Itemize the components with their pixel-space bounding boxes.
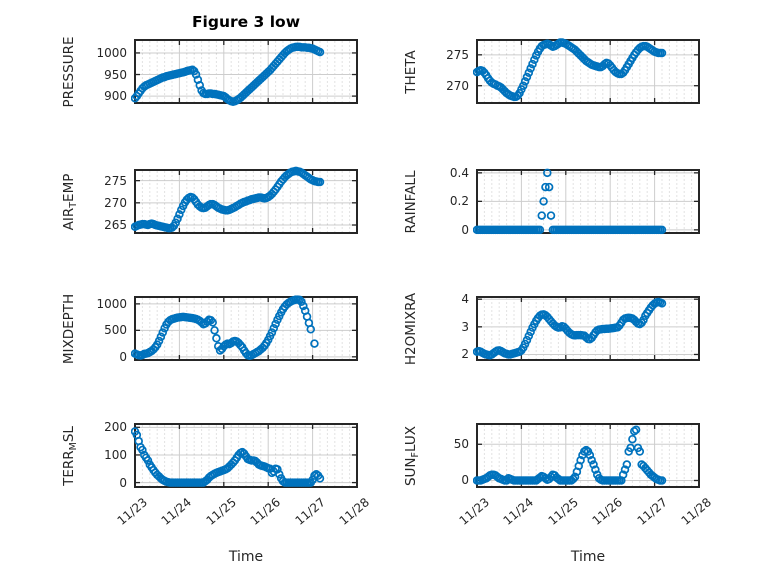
y-tick-label: 950 xyxy=(104,67,127,82)
subplot-mixdepth xyxy=(129,291,363,366)
y-axis-title-subscript: F xyxy=(410,451,421,457)
y-axis-title-text: TERR xyxy=(61,449,77,486)
y-tick-label: 3 xyxy=(461,319,469,334)
plot-area-sunflux xyxy=(473,423,700,488)
subplot-rainfall xyxy=(471,164,705,239)
y-axis-title-text: H2OMIXRA xyxy=(403,292,419,365)
x-axis-label: Time xyxy=(228,549,264,565)
y-axis-title-text: PRESSURE xyxy=(61,36,77,107)
y-tick-label: 0.2 xyxy=(449,194,469,209)
x-tick-label: 11/25 xyxy=(545,495,581,528)
y-axis-title-subscript: M xyxy=(68,441,79,450)
y-axis-title-text: LUX xyxy=(403,425,419,452)
plot-area-theta xyxy=(473,38,700,104)
y-axis-title-subscript: T xyxy=(68,201,79,208)
x-tick-label: 11/26 xyxy=(247,495,284,528)
y-axis-title: THETA xyxy=(403,2,419,142)
plot-area-airtemp xyxy=(131,166,358,234)
plot-area-terrmsl xyxy=(131,423,358,488)
y-axis-title: TERRMSL xyxy=(61,386,79,526)
y-tick-label: 275 xyxy=(104,173,127,188)
x-tick-label: 11/27 xyxy=(292,495,328,528)
axes-box xyxy=(134,296,358,361)
x-tick-label: 11/28 xyxy=(678,495,714,528)
y-tick-label: 100 xyxy=(104,447,127,462)
x-axis-label: Time xyxy=(570,549,606,565)
axes-box xyxy=(134,169,358,234)
scatter-series xyxy=(131,166,325,233)
subplot-theta xyxy=(471,34,705,109)
axes-box xyxy=(476,423,700,488)
subplot-h2omixra xyxy=(471,291,705,366)
y-axis-title: MIXDEPTH xyxy=(61,259,77,399)
y-tick-label: 270 xyxy=(446,78,469,93)
x-tick-label: 11/25 xyxy=(203,495,239,528)
tick-marks xyxy=(134,171,358,232)
y-tick-label: 275 xyxy=(446,47,469,62)
y-tick-label: 0 xyxy=(119,349,127,364)
y-tick-label: 270 xyxy=(104,195,127,210)
y-axis-title: PRESSURE xyxy=(61,2,77,142)
axes-box xyxy=(134,39,358,104)
axes-box xyxy=(476,296,700,361)
y-axis-title: RAINFALL xyxy=(403,132,419,272)
x-tick-label: 11/26 xyxy=(589,495,626,528)
subplot-pressure xyxy=(129,34,363,109)
scatter-series xyxy=(473,297,667,360)
axes-box xyxy=(134,423,358,488)
y-tick-label: 0 xyxy=(461,473,469,488)
scatter-series xyxy=(473,38,667,102)
y-axis-title-text: THETA xyxy=(403,49,419,94)
y-tick-label: 0 xyxy=(119,475,127,490)
x-tick-label: 11/24 xyxy=(158,495,195,528)
y-tick-label: 1000 xyxy=(96,45,127,60)
y-axis-title-text: SUN xyxy=(403,456,419,486)
scatter-series xyxy=(131,427,325,487)
figure-title: Figure 3 low xyxy=(191,13,301,31)
tick-marks xyxy=(134,41,358,102)
y-tick-label: 0 xyxy=(461,222,469,237)
y-tick-label: 50 xyxy=(453,437,469,452)
y-tick-label: 500 xyxy=(104,323,127,338)
y-tick-label: 2 xyxy=(461,347,469,362)
x-tick-label: 11/23 xyxy=(456,495,492,528)
scatter-series xyxy=(473,425,667,485)
x-tick-label: 11/24 xyxy=(500,495,537,528)
y-axis-title: AIRTEMP xyxy=(61,132,79,272)
y-axis-title: H2OMIXRA xyxy=(403,259,419,399)
y-axis-title-text: EMP xyxy=(61,173,77,202)
subplot-airtemp xyxy=(129,164,363,239)
x-tick-label: 11/27 xyxy=(634,495,670,528)
plot-area-h2omixra xyxy=(473,296,700,361)
scatter-series xyxy=(473,168,667,235)
y-tick-label: 1000 xyxy=(96,296,127,311)
y-axis-title-text: SL xyxy=(61,425,77,442)
y-axis-title: SUNFLUX xyxy=(403,386,421,526)
scatter-series xyxy=(131,295,319,361)
plot-area-mixdepth xyxy=(131,295,358,361)
y-tick-label: 200 xyxy=(104,420,127,435)
subplot-terrmsl xyxy=(129,418,363,493)
plot-area-pressure xyxy=(131,39,358,106)
x-tick-label: 11/28 xyxy=(336,495,372,528)
scatter-series xyxy=(131,42,325,106)
y-tick-label: 0.4 xyxy=(449,165,469,180)
y-tick-label: 4 xyxy=(461,292,469,307)
subplot-sunflux xyxy=(471,418,705,493)
y-axis-title-text: AIR xyxy=(61,207,77,230)
y-axis-title-text: MIXDEPTH xyxy=(61,293,77,364)
x-tick-label: 11/23 xyxy=(114,495,150,528)
y-tick-label: 265 xyxy=(104,218,127,232)
y-tick-label: 900 xyxy=(104,89,127,104)
y-axis-title-text: RAINFALL xyxy=(403,170,419,233)
plot-area-rainfall xyxy=(473,168,700,235)
